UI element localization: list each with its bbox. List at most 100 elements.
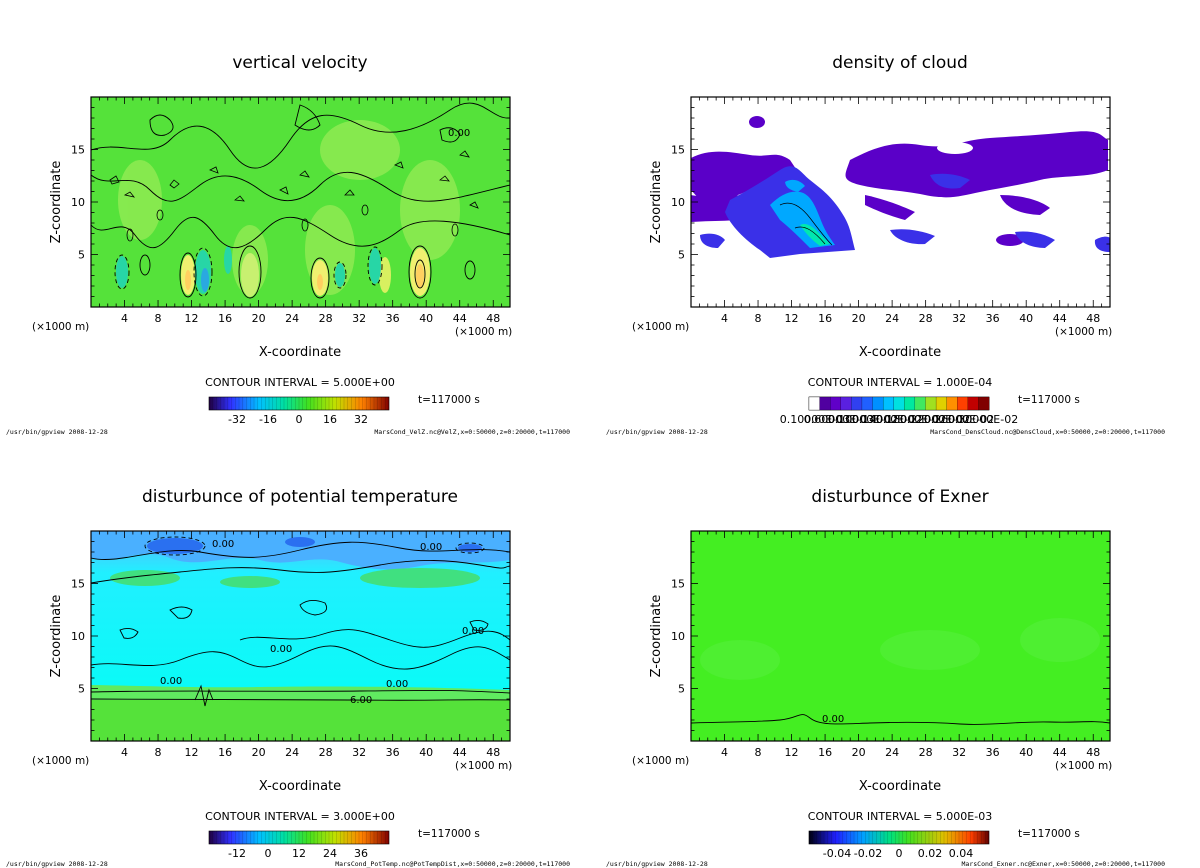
colorbar-cell [978,396,990,411]
x-tick-label: 12 [785,746,799,759]
y-tick-label: 10 [71,196,85,209]
colorbar-tick-label: -16 [259,413,277,426]
temp-top-dark [147,537,482,554]
x-tick-label: 32 [952,312,966,325]
colorbar-tick-label: 0.30000E-02 [948,413,1018,426]
velocity-neg-contours [114,246,383,297]
x-unit-left: (×1000 m) [32,321,89,333]
colorbar-cell [819,396,831,411]
y-ticks: 5 10 15 [71,96,510,308]
x-tick-label: 16 [218,746,232,759]
colorbar-cell [851,396,863,411]
x-unit-right: (×1000 m) [1055,326,1112,338]
colorbar-stripes [212,397,386,410]
temp-neg-contours [144,536,485,556]
y-axis-label: Z-coordinate [649,595,664,678]
panel-density-of-cloud: density of cloud [606,53,1165,436]
contour-label: 0.00 [386,679,408,690]
colorbar-cloud-cells [808,396,990,411]
colorbar-cell [967,396,979,411]
x-tick-label: 20 [252,312,266,325]
x-unit-right: (×1000 m) [1055,760,1112,772]
chart-title: density of cloud [832,53,968,73]
chart-title: disturbunce of Exner [811,487,988,507]
x-tick-label: 48 [486,746,500,759]
velocity-cells [118,120,460,295]
contour-interval: CONTOUR INTERVAL = 1.000E-04 [808,376,992,389]
y-tick-label: 15 [671,578,685,591]
colorbar-cell [925,396,937,411]
plot-field [91,97,510,307]
x-unit-left: (×1000 m) [632,755,689,767]
y-tick-label: 5 [78,683,85,696]
x-tick-label: 48 [1086,746,1100,759]
y-axis-label: Z-coordinate [49,161,64,244]
contour-label: 6.00 [350,695,372,706]
y-axis-label: Z-coordinate [649,161,664,244]
colorbar-tick-label: 0.10000E-02 [828,413,898,426]
time-stamp: t=117000 s [418,828,480,840]
colorbar-tick-label: 0 [296,413,303,426]
x-tick-label: 20 [852,312,866,325]
y-tick-label: 15 [71,144,85,157]
x-tick-label: 8 [155,312,162,325]
colorbar-cell [935,396,948,411]
colorbar-stripes [812,831,986,844]
x-tick-label: 32 [952,746,966,759]
colorbar-tick-label: -12 [228,847,246,860]
velocity-updrafts [181,248,430,297]
contour-label: 0.00 [270,644,292,655]
colorbar-cell [946,396,958,411]
colorbar-tick-label: 12 [292,847,306,860]
x-tick-label: 4 [121,312,128,325]
colorbar-tick-label: 0.10000E-03 [780,413,850,426]
x-tick-label: 32 [352,746,366,759]
x-tick-label: 12 [785,312,799,325]
x-tick-label: 24 [885,312,899,325]
contour-interval: CONTOUR INTERVAL = 5.000E+00 [205,376,395,389]
y-tick-label: 5 [78,249,85,262]
x-tick-label: 36 [386,312,400,325]
y-axis-label: Z-coordinate [49,595,64,678]
cloud-core [800,223,830,246]
x-tick-label: 48 [1086,312,1100,325]
x-tick-label: 12 [185,312,199,325]
plot-field [691,97,1110,307]
colorbar-tick-label: 0.22000E-02 [900,413,970,426]
x-tick-label: 4 [121,746,128,759]
contour-label: 0.00 [448,128,470,139]
y-ticks: 5 10 15 [671,96,1110,308]
y-ticks: 5 10 15 [671,530,1110,742]
contour-label: 0.00 [822,714,844,725]
colorbar-ticks: -12 0 12 24 36 [228,847,368,860]
colorbar-cell [861,396,873,411]
x-tick-label: 28 [319,746,333,759]
time-stamp: t=117000 s [418,394,480,406]
x-axis-label: X-coordinate [259,345,341,360]
x-axis-label: X-coordinate [859,779,941,794]
x-tick-label: 4 [721,746,728,759]
x-unit-left: (×1000 m) [32,755,89,767]
colorbar-tick-label: 0.60000E-03 [804,413,874,426]
y-tick-label: 10 [671,630,685,643]
contour-label: 0.00 [160,676,182,687]
colorbar-tick-label: 0.14000E-02 [852,413,922,426]
plot-field [91,531,510,741]
x-tick-label: 44 [1053,746,1067,759]
x-tick-label: 12 [185,746,199,759]
footer-left: /usr/bin/gpview 2008-12-28 [6,860,108,868]
contour-label: 0.00 [212,539,234,550]
y-tick-label: 5 [678,249,685,262]
colorbar-cell [840,396,852,411]
x-tick-label: 16 [818,746,832,759]
colorbar-tick-label: 0 [896,847,903,860]
cloud-contours [779,202,833,246]
exner-contour [691,714,1110,725]
y-tick-label: 15 [71,578,85,591]
footer-left: /usr/bin/gpview 2008-12-28 [606,860,708,868]
plot-field [691,531,1110,741]
colorbar-stripes [212,831,386,844]
colorbar-tick-label: 0.26000E-02 [924,413,994,426]
footer-right: MarsCond_VelZ.nc@VelZ,x=0:50000,z=0:2000… [374,428,570,436]
